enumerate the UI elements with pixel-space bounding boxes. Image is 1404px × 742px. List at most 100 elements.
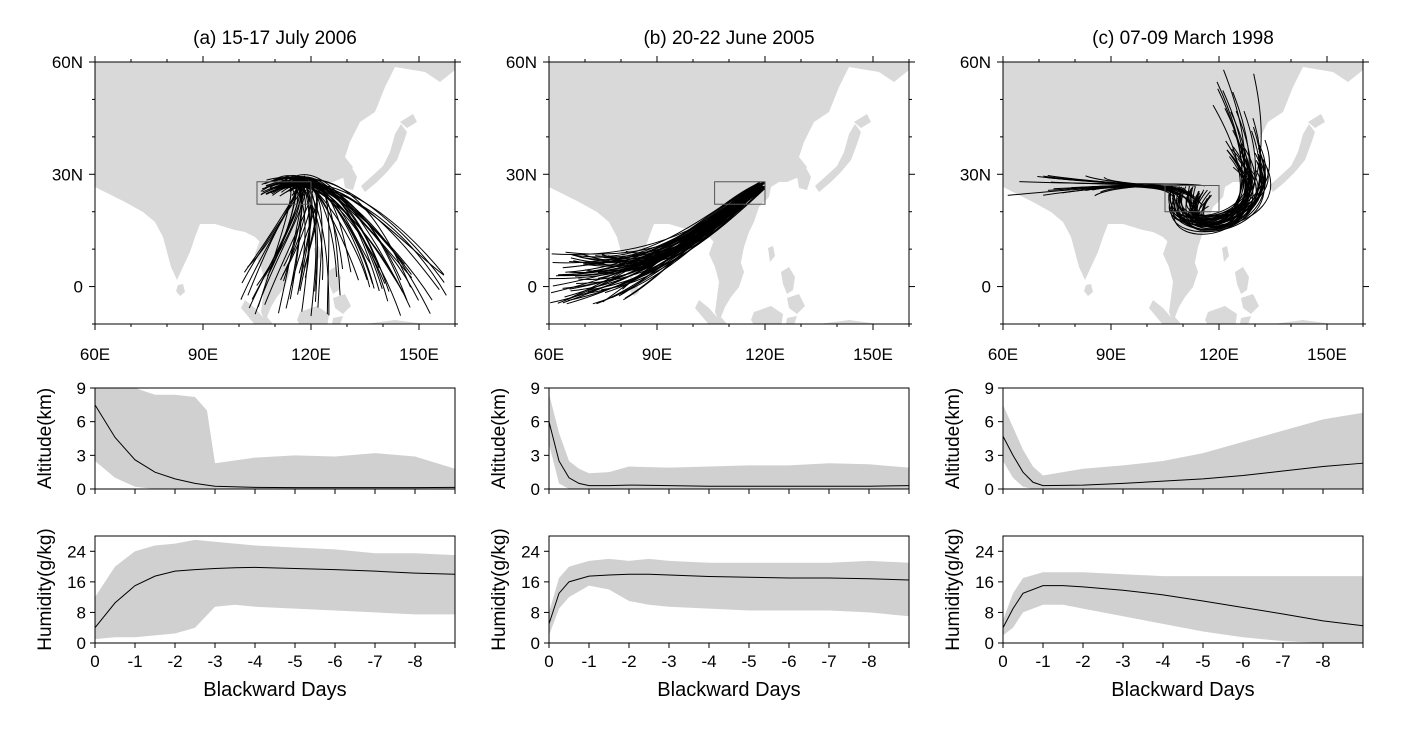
trajectory xyxy=(1045,176,1175,205)
y-tick-label: 24 xyxy=(975,542,994,561)
y-tick-label: 0 xyxy=(77,634,86,653)
source-region-box xyxy=(256,181,312,205)
trajectory xyxy=(269,181,390,292)
panel-c: (c) 07-09 March 1998 60E 90E 120E 150E 60N 30N… xyxy=(943,28,1369,701)
y-axis-label: Humidity(g/kg) xyxy=(35,528,56,650)
y-tick-label: 3 xyxy=(77,446,86,465)
y-tick-label: 24 xyxy=(521,542,540,561)
x-tick-label: -4 xyxy=(247,652,262,671)
altitude-plot: 0 3 6 9 Altitude(km) xyxy=(489,379,910,499)
altitude-plot: 0 3 6 9 Altitude(km) xyxy=(943,379,1364,499)
y-axis-label: Altitude(km) xyxy=(489,388,510,489)
y-tick-label: 8 xyxy=(985,603,994,622)
mean-line xyxy=(548,573,910,625)
x-axis-label: Blackward Days xyxy=(203,679,346,701)
map-area xyxy=(1003,62,1363,324)
trajectory xyxy=(277,178,412,288)
trajectory-lines xyxy=(1007,69,1271,235)
source-region-box xyxy=(1164,185,1220,213)
trajectory xyxy=(1190,118,1262,226)
altitude-plot: 0 3 6 9 Altitude(km) xyxy=(35,379,456,499)
trajectory xyxy=(622,188,760,288)
x-axis-label: Blackward Days xyxy=(657,679,800,701)
y-tick-label: 3 xyxy=(531,446,540,465)
spread-envelope xyxy=(1003,404,1363,489)
lon-label: 150E xyxy=(399,345,439,364)
trajectory xyxy=(557,185,762,304)
trajectory xyxy=(264,179,324,280)
x-tick-label: -1 xyxy=(1035,652,1050,671)
trajectory xyxy=(279,185,440,291)
y-tick-label: 6 xyxy=(531,413,540,432)
trajectory xyxy=(1170,159,1265,233)
lon-label: 60E xyxy=(534,345,564,364)
spread-envelope xyxy=(95,539,455,640)
y-tick-label: 6 xyxy=(77,413,86,432)
trajectory xyxy=(565,186,765,255)
x-tick-label: -2 xyxy=(621,652,636,671)
x-tick-label: -7 xyxy=(1275,652,1290,671)
x-tick-label: -1 xyxy=(127,652,142,671)
y-tick-label: 0 xyxy=(985,480,994,499)
trajectory xyxy=(1169,159,1269,220)
lon-label: 90E xyxy=(642,345,672,364)
panel-title: (b) 20-22 June 2005 xyxy=(643,28,814,49)
y-tick-label: 0 xyxy=(77,480,86,499)
x-tick-label: -8 xyxy=(861,652,876,671)
map-area xyxy=(549,62,909,324)
trajectory xyxy=(1180,88,1243,226)
trajectory xyxy=(1174,169,1251,218)
lat-label: 0 xyxy=(74,278,83,297)
spread-envelope xyxy=(95,388,455,489)
y-tick-label: 3 xyxy=(985,446,994,465)
plot-frame xyxy=(1002,387,1364,490)
trajectory-map: 60E 90E 120E 150E 60N 30N 0 xyxy=(52,53,461,364)
lon-label: 150E xyxy=(853,345,893,364)
trajectory xyxy=(256,185,299,286)
mean-line xyxy=(1002,436,1364,487)
x-tick-label: -8 xyxy=(407,652,422,671)
plot-frame xyxy=(548,387,910,490)
map-area xyxy=(95,62,455,324)
trajectory xyxy=(300,178,311,278)
trajectory xyxy=(273,177,303,267)
lat-label: 60N xyxy=(506,53,537,72)
y-tick-label: 0 xyxy=(531,480,540,499)
y-axis-label: Humidity(g/kg) xyxy=(489,528,510,650)
plot-frame xyxy=(94,387,456,490)
trajectory xyxy=(281,185,402,316)
trajectory-map: 60E 90E 120E 150E 60N 30N 0 xyxy=(506,53,915,364)
mean-line xyxy=(94,566,456,629)
lat-label: 0 xyxy=(528,278,537,297)
spread-envelope xyxy=(1003,572,1363,643)
x-tick-label: -5 xyxy=(1195,652,1210,671)
x-tick-label: -7 xyxy=(821,652,836,671)
x-tick-label: -5 xyxy=(741,652,756,671)
spread-envelope xyxy=(549,558,909,636)
panel-b: (b) 20-22 June 2005 60E 90E 120E 150E 60N 30N 0… xyxy=(489,28,915,701)
y-tick-label: 16 xyxy=(67,573,86,592)
source-region-box xyxy=(714,181,766,205)
y-tick-label: 8 xyxy=(77,603,86,622)
trajectory xyxy=(260,185,306,281)
lon-label: 90E xyxy=(1096,345,1126,364)
x-tick-label: -2 xyxy=(1075,652,1090,671)
y-axis-label: Humidity(g/kg) xyxy=(943,528,964,650)
y-axis-label: Altitude(km) xyxy=(943,388,964,489)
y-tick-label: 9 xyxy=(77,379,86,398)
y-tick-label: 0 xyxy=(531,634,540,653)
y-tick-label: 8 xyxy=(531,603,540,622)
x-tick-label: -6 xyxy=(1235,652,1250,671)
x-tick-label: -8 xyxy=(1315,652,1330,671)
humidity-plot: 0 8 16 24 Humidity(g/kg) 0 -1 -2 -3 -4 -5 -6 -7 -8 Bla… xyxy=(35,528,456,701)
x-tick-label: -6 xyxy=(327,652,342,671)
y-tick-label: 16 xyxy=(521,573,540,592)
panel-title: (c) 07-09 March 1998 xyxy=(1092,28,1274,49)
y-tick-label: 6 xyxy=(985,413,994,432)
trajectory xyxy=(1091,184,1186,194)
trajectory xyxy=(587,182,765,293)
humidity-plot: 0 8 16 24 Humidity(g/kg) 0 -1 -2 -3 -4 -5 -6 -7 -8 Bla… xyxy=(489,528,910,701)
humidity-plot: 0 8 16 24 Humidity(g/kg) 0 -1 -2 -3 -4 -5 -6 -7 -8 Bla… xyxy=(943,528,1364,701)
lon-label: 120E xyxy=(1199,345,1239,364)
